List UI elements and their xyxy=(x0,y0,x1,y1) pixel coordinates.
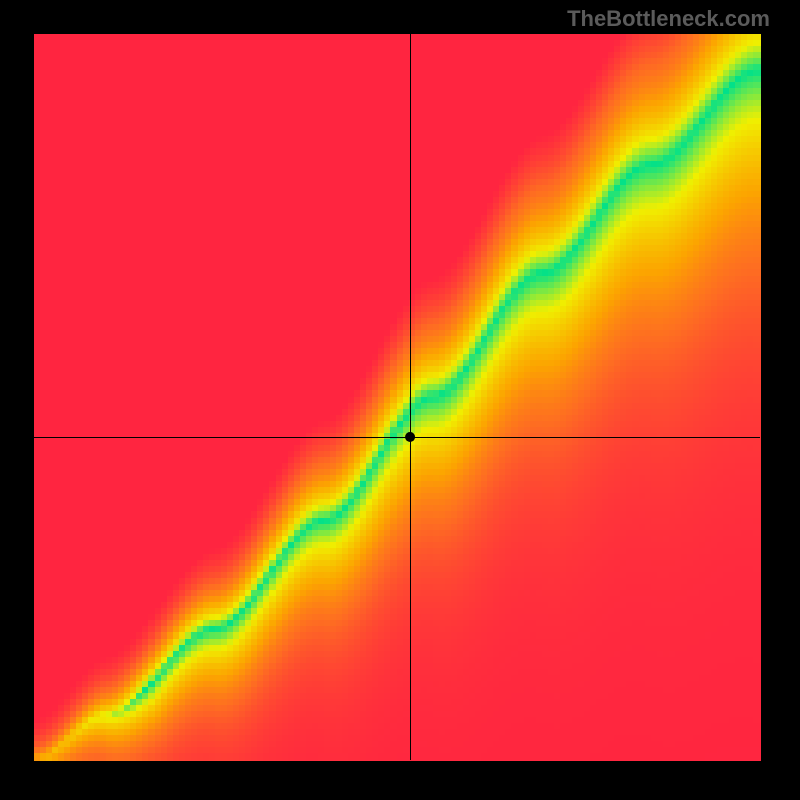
bottleneck-heatmap xyxy=(0,0,800,800)
watermark-text: TheBottleneck.com xyxy=(567,6,770,32)
